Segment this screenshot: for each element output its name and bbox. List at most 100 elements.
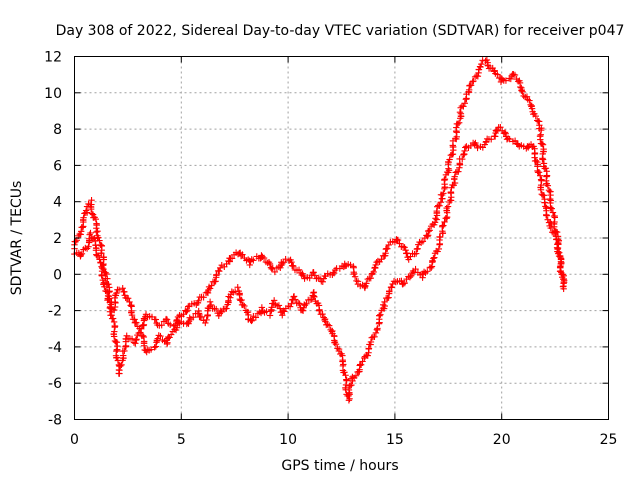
data-point: [286, 303, 294, 310]
data-point: [553, 235, 560, 243]
data-point: [424, 233, 431, 240]
y-tick-label: 10: [44, 86, 62, 102]
data-point: [330, 269, 338, 277]
data-point: [532, 157, 540, 164]
data-point: [275, 302, 283, 309]
y-tick-label: -6: [48, 376, 62, 392]
x-tick-label: 10: [279, 432, 297, 448]
y-tick-label: 4: [53, 195, 62, 211]
data-point: [497, 124, 504, 131]
data-point: [376, 312, 383, 319]
data-point: [535, 169, 543, 176]
data-point: [324, 321, 331, 328]
data-point: [249, 316, 256, 324]
data-point: [288, 258, 295, 266]
data-point: [119, 285, 126, 292]
data-point: [470, 77, 477, 85]
data-point: [237, 252, 245, 260]
data-point: [110, 318, 118, 326]
data-point: [102, 269, 109, 276]
data-point: [435, 245, 443, 253]
data-point: [300, 272, 307, 280]
y-tick-label: 2: [53, 231, 62, 247]
data-point: [504, 135, 512, 142]
data-point: [138, 325, 145, 333]
data-point: [537, 136, 544, 143]
data-point: [543, 212, 550, 219]
data-point: [370, 268, 377, 276]
data-point: [117, 362, 124, 370]
data-point: [430, 255, 437, 262]
data-point: [152, 316, 159, 323]
data-point: [403, 250, 411, 257]
data-point: [367, 274, 374, 282]
data-point: [137, 329, 144, 336]
data-point: [436, 233, 444, 241]
data-point: [303, 300, 310, 307]
data-point: [506, 135, 513, 143]
data-point: [443, 204, 450, 212]
data-point: [113, 354, 121, 361]
y-tick-label: 12: [44, 50, 62, 66]
data-point: [378, 256, 385, 263]
data-point: [406, 273, 414, 281]
data-point: [412, 265, 419, 273]
data-point: [528, 105, 536, 112]
data-point: [110, 333, 118, 340]
data-point: [384, 245, 391, 252]
data-point: [351, 273, 359, 280]
data-point: [183, 308, 190, 315]
data-point: [526, 97, 533, 104]
data-point: [554, 248, 562, 255]
data-point: [371, 333, 378, 341]
data-point: [401, 279, 408, 287]
data-point: [494, 126, 501, 134]
data-point: [260, 254, 268, 262]
data-point: [142, 311, 150, 318]
data-point: [420, 268, 428, 276]
data-point: [271, 268, 279, 276]
data-point: [525, 144, 532, 151]
data-point: [399, 243, 407, 250]
data-point: [502, 77, 510, 84]
data-point: [477, 63, 484, 71]
data-point: [536, 172, 544, 179]
data-point: [250, 257, 257, 264]
data-point: [519, 88, 526, 95]
data-point: [206, 285, 214, 292]
data-point: [216, 267, 223, 275]
data-point: [386, 288, 393, 295]
data-point: [364, 352, 371, 359]
data-point: [460, 151, 467, 159]
data-point: [541, 199, 548, 206]
data-point: [78, 250, 86, 257]
x-tick-label: 5: [177, 432, 186, 448]
data-point: [133, 336, 140, 343]
data-point: [372, 329, 380, 337]
data-point: [381, 298, 388, 306]
data-point: [291, 296, 299, 303]
data-point: [128, 311, 136, 319]
data-point: [239, 251, 246, 258]
data-point: [282, 255, 289, 263]
data-points: [71, 56, 568, 404]
data-point: [111, 306, 118, 314]
data-point: [414, 245, 421, 252]
data-point: [212, 278, 219, 285]
data-point: [374, 325, 381, 332]
data-point: [557, 267, 564, 275]
data-point: [551, 229, 559, 236]
data-point: [488, 136, 495, 143]
data-point: [266, 312, 274, 319]
data-point: [241, 302, 248, 310]
data-point: [184, 307, 191, 314]
y-tick-label: -8: [48, 413, 62, 429]
data-point: [425, 228, 432, 235]
data-point: [185, 303, 192, 310]
data-point: [451, 179, 459, 187]
data-point: [87, 205, 95, 213]
data-point: [511, 71, 519, 79]
data-point: [109, 315, 117, 322]
data-point: [311, 293, 318, 301]
